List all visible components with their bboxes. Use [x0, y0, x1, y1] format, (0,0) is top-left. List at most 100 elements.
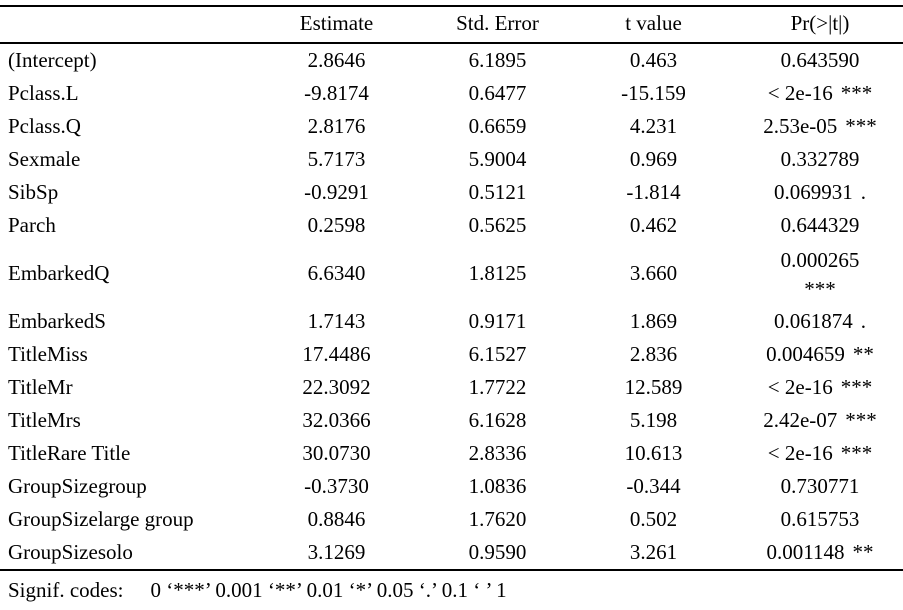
p-value-text: < 2e-16: [767, 81, 833, 105]
t-value-cell: 12.589: [624, 375, 683, 399]
p-value-text: 0.615753: [780, 507, 860, 531]
col-header-estimate: Estimate: [248, 6, 425, 44]
table-row: EmbarkedQ 6.6340 1.8125 3.660 0.000265 **…: [0, 242, 903, 305]
signif-stars: .: [860, 309, 866, 333]
t-value-cell: 4.231: [629, 114, 678, 138]
term-cell: SibSp: [8, 180, 59, 204]
signif-codes-legend: 0 ‘***’ 0.001 ‘**’ 0.01 ‘*’ 0.05 ‘.’ 0.1…: [150, 578, 507, 602]
table-row: GroupSizegroup -0.3730 1.0836 -0.344 0.7…: [0, 470, 903, 503]
t-value-cell: 10.613: [624, 441, 683, 465]
std-error-cell: 1.8125: [468, 261, 527, 285]
term-cell: TitleMr: [8, 375, 73, 399]
p-value-text: 2.42e-07: [763, 408, 838, 432]
p-value-cell: 2.42e-07 ***: [737, 404, 903, 437]
std-error-cell: 2.8336: [468, 441, 527, 465]
table-row: Pclass.Q 2.8176 0.6659 4.231 2.53e-05 ***: [0, 110, 903, 143]
estimate-cell: 5.7173: [307, 147, 366, 171]
t-value-cell: 2.836: [629, 342, 678, 366]
coefficient-table: Estimate Std. Error t value Pr(>|t|) (In…: [0, 5, 903, 571]
p-value-cell: < 2e-16 ***: [737, 77, 903, 110]
p-value-cell: 0.004659 **: [737, 338, 903, 371]
col-header-p-value: Pr(>|t|): [737, 6, 903, 44]
p-value-cell: < 2e-16 ***: [737, 437, 903, 470]
std-error-cell: 0.6477: [468, 81, 527, 105]
std-error-cell: 6.1527: [468, 342, 527, 366]
p-value-cell: 0.615753: [737, 503, 903, 536]
estimate-cell: 32.0366: [302, 408, 371, 432]
signif-stars: ***: [804, 277, 836, 301]
std-error-cell: 0.6659: [468, 114, 527, 138]
p-value-text: < 2e-16: [767, 441, 833, 465]
signif-stars: ***: [840, 441, 873, 465]
estimate-cell: 17.4486: [302, 342, 371, 366]
table-row: TitleMiss 17.4486 6.1527 2.836 0.004659 *…: [0, 338, 903, 371]
estimate-cell: 30.0730: [302, 441, 371, 465]
std-error-cell: 0.9171: [468, 309, 527, 333]
term-cell: Sexmale: [8, 147, 81, 171]
signif-stars: ***: [845, 114, 877, 138]
table-row: Parch 0.2598 0.5625 0.462 0.644329: [0, 209, 903, 242]
std-error-cell: 6.1628: [468, 408, 527, 432]
table-row: SibSp -0.9291 0.5121 -1.814 0.069931.: [0, 176, 903, 209]
t-value-cell: 0.463: [629, 48, 678, 72]
estimate-cell: 6.6340: [307, 261, 366, 285]
term-cell: Pclass.Q: [8, 114, 81, 138]
table-row: TitleMr 22.3092 1.7722 12.589 < 2e-16 ***: [0, 371, 903, 404]
header-row: Estimate Std. Error t value Pr(>|t|): [0, 6, 903, 44]
term-cell: GroupSizegroup: [8, 474, 147, 498]
p-value-cell: 0.001148 **: [737, 536, 903, 570]
estimate-cell: -0.9291: [304, 180, 369, 204]
p-value-text: 0.332789: [780, 147, 860, 171]
t-value-cell: 5.198: [629, 408, 678, 432]
term-cell: Pclass.L: [8, 81, 79, 105]
table-row: Sexmale 5.7173 5.9004 0.969 0.332789: [0, 143, 903, 176]
estimate-cell: -9.8174: [304, 81, 369, 105]
table-row: GroupSizelarge group 0.8846 1.7620 0.502…: [0, 503, 903, 536]
term-cell: EmbarkedQ: [8, 261, 110, 285]
estimate-cell: 0.2598: [307, 213, 366, 237]
signif-codes-row: Signif. codes: 0 ‘***’ 0.001 ‘**’ 0.01 ‘*…: [0, 571, 903, 603]
signif-stars: ***: [840, 375, 873, 399]
term-cell: EmbarkedS: [8, 309, 106, 333]
term-cell: GroupSizesolo: [8, 540, 133, 564]
signif-codes-label: Signif. codes:: [8, 578, 124, 602]
estimate-cell: 2.8646: [307, 48, 366, 72]
p-value-cell: < 2e-16 ***: [737, 371, 903, 404]
term-cell: TitleMiss: [8, 342, 88, 366]
col-header-std-error: Std. Error: [425, 6, 570, 44]
estimate-cell: 22.3092: [302, 375, 371, 399]
term-cell: TitleMrs: [8, 408, 81, 432]
p-value-text: 2.53e-05: [763, 114, 838, 138]
t-value-cell: 3.660: [629, 261, 678, 285]
estimate-cell: 0.8846: [307, 507, 366, 531]
term-cell: TitleRare Title: [8, 441, 131, 465]
signif-stars: ***: [840, 81, 873, 105]
std-error-cell: 0.5121: [468, 180, 527, 204]
table-row: TitleMrs 32.0366 6.1628 5.198 2.42e-07 **…: [0, 404, 903, 437]
table-row: EmbarkedS 1.7143 0.9171 1.869 0.061874.: [0, 305, 903, 338]
std-error-cell: 1.0836: [468, 474, 527, 498]
signif-stars: **: [852, 540, 874, 564]
col-header-term: [0, 6, 248, 44]
t-value-cell: 0.462: [629, 213, 678, 237]
p-value-text: < 2e-16: [767, 375, 833, 399]
estimate-cell: 2.8176: [307, 114, 366, 138]
col-header-t-value: t value: [570, 6, 737, 44]
p-value-cell: 2.53e-05 ***: [737, 110, 903, 143]
std-error-cell: 6.1895: [468, 48, 527, 72]
p-value-cell: 0.643590: [737, 43, 903, 77]
t-value-cell: 0.969: [629, 147, 678, 171]
p-value-cell: 0.061874.: [737, 305, 903, 338]
t-value-cell: 1.869: [629, 309, 678, 333]
t-value-cell: 0.502: [629, 507, 678, 531]
t-value-cell: -1.814: [626, 180, 681, 204]
t-value-cell: 3.261: [629, 540, 678, 564]
estimate-cell: 3.1269: [307, 540, 366, 564]
p-value-text: 0.000265: [780, 248, 860, 272]
std-error-cell: 1.7620: [468, 507, 527, 531]
table-row: (Intercept) 2.8646 6.1895 0.463 0.643590: [0, 43, 903, 77]
table-row: TitleRare Title 30.0730 2.8336 10.613 < …: [0, 437, 903, 470]
p-value-cell: 0.644329: [737, 209, 903, 242]
term-cell: GroupSizelarge group: [8, 507, 194, 531]
signif-stars: **: [852, 342, 874, 366]
